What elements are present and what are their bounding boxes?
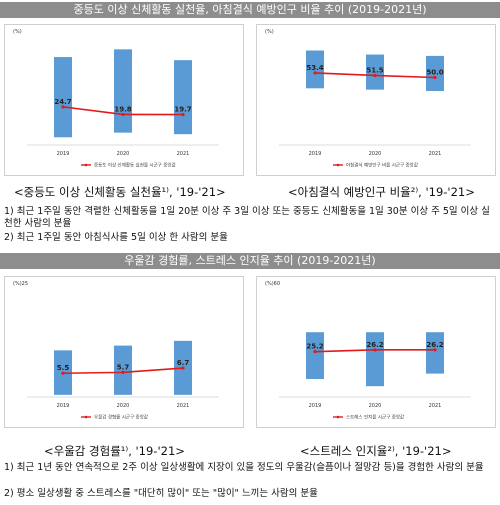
- y-unit-label: (%): [265, 29, 274, 35]
- chart-panel-depression: (%)25 2019 2020 2021 5.5 5.7 6.7 우울감 경험률 시군구 중앙…: [4, 276, 244, 428]
- data-label-2020: 26.2: [366, 341, 383, 349]
- x-tick-2019: 2019: [309, 403, 322, 409]
- legend-label: 중등도 이상 신체활동 실천율 시군구 중앙값: [94, 162, 176, 169]
- x-tick-2020: 2020: [117, 403, 130, 409]
- data-label-2020: 51.5: [366, 66, 383, 74]
- median-point-2019: [61, 105, 65, 109]
- legend-label: 우울감 경험률 시군구 중앙값: [94, 414, 148, 421]
- range-bar-2019: [54, 57, 72, 138]
- range-bar-2019: [306, 332, 324, 379]
- median-point-2020: [373, 73, 377, 78]
- chart-breakfast: (%) 2019 2020 2021 53.4 51.5 50.0 아침결식 예방인구 비율 …: [265, 29, 471, 169]
- legend-point-swatch: [84, 163, 88, 167]
- chart-panel-activity: (%) 2019 2020 2021 24.7 19.8 19.7 중등도 이상 신체활동 실…: [4, 24, 244, 176]
- median-point-2019: [313, 71, 317, 75]
- data-label-2019: 24.7: [54, 98, 71, 106]
- median-point-2021: [433, 75, 437, 80]
- y-unit-label: (%): [13, 29, 22, 35]
- range-bar-2019: [306, 50, 324, 89]
- x-tick-2019: 2019: [57, 403, 70, 409]
- chart-depression: (%)25 2019 2020 2021 5.5 5.7 6.7 우울감 경험률 시군구 중앙…: [13, 281, 219, 421]
- median-point-2021: [433, 348, 437, 352]
- median-point-2020: [373, 348, 377, 352]
- range-bar-2020: [114, 49, 132, 133]
- data-label-2021: 50.0: [426, 69, 443, 77]
- range-bar-2021: [174, 60, 192, 135]
- section1-title: 중등도 이상 신체활동 실천율, 아침결식 예방인구 비율 추이 (2019-2…: [0, 2, 500, 18]
- data-label-2020: 19.8: [114, 105, 131, 113]
- median-point-2021: [181, 113, 185, 117]
- note-breakfast: 2) 최근 1주일 동안 아침식사를 5일 이상 한 사람의 분율: [4, 232, 228, 243]
- x-tick-2021: 2021: [429, 403, 442, 409]
- legend-label: 아침결식 예방인구 비율 시군구 중앙값: [346, 162, 418, 169]
- x-tick-2020: 2020: [369, 403, 382, 409]
- legend-point-swatch: [84, 415, 88, 419]
- note-depression: 1) 최근 1년 동안 연속적으로 2주 이상 일상생활에 지장이 있을 정도의…: [4, 462, 484, 473]
- chart-activity: (%) 2019 2020 2021 24.7 19.8 19.7 중등도 이상 신체활동 실…: [13, 29, 219, 169]
- data-label-2019: 5.5: [57, 364, 70, 372]
- y-unit-label: (%)25: [13, 281, 28, 287]
- data-label-2021: 26.2: [426, 341, 443, 349]
- caption-activity: <중등도 이상 신체활동 실천율¹⁾, '19-'21>: [14, 185, 226, 199]
- legend-label: 스트레스 인지율 시군구 중앙값: [346, 414, 404, 421]
- data-label-2021: 6.7: [177, 359, 190, 367]
- median-point-2020: [121, 112, 125, 117]
- caption-breakfast: <아침결식 예방인구 비율²⁾, '19-'21>: [288, 185, 475, 199]
- x-tick-2021: 2021: [177, 403, 190, 409]
- x-tick-2019: 2019: [309, 151, 322, 157]
- x-tick-2020: 2020: [117, 151, 130, 157]
- range-bar-2020: [366, 54, 384, 90]
- note-activity: 1) 최근 1주일 동안 격렬한 신체활동을 1일 20분 이상 주 3일 이상…: [4, 206, 490, 229]
- median-point-2019: [313, 350, 317, 354]
- caption-stress: <스트레스 인지율²⁾, '19-'21>: [300, 444, 452, 458]
- caption-depression: <우울감 경험률¹⁾, '19-'21>: [44, 444, 185, 458]
- x-tick-2021: 2021: [429, 151, 442, 157]
- data-label-2020: 5.7: [117, 363, 130, 371]
- chart-stress: (%)60 2019 2020 2021 25.2 26.2 26.2 스트레스 인지율 시군…: [265, 281, 471, 421]
- x-tick-2021: 2021: [177, 151, 190, 157]
- note-stress: 2) 평소 일상생활 중 스트레스를 "대단히 많이" 또는 "많이" 느끼는 …: [4, 488, 318, 499]
- range-bar-2021: [426, 332, 444, 374]
- x-tick-2020: 2020: [369, 151, 382, 157]
- data-label-2019: 25.2: [306, 343, 323, 351]
- chart-panel-breakfast: (%) 2019 2020 2021 53.4 51.5 50.0 아침결식 예방인구 비율 …: [256, 24, 496, 176]
- median-point-2019: [61, 371, 65, 375]
- median-point-2020: [121, 370, 125, 374]
- range-bar-2021: [426, 55, 444, 91]
- section2-title: 우울감 경험률, 스트레스 인지율 추이 (2019-2021년): [0, 253, 500, 269]
- data-label-2019: 53.4: [306, 64, 323, 72]
- legend-point-swatch: [336, 163, 340, 167]
- median-point-2021: [181, 366, 185, 370]
- range-bar-2020: [366, 332, 384, 387]
- data-label-2021: 19.7: [174, 106, 191, 114]
- range-bar-2020: [114, 345, 132, 395]
- legend-point-swatch: [336, 415, 340, 419]
- x-tick-2019: 2019: [57, 151, 70, 157]
- chart-panel-stress: (%)60 2019 2020 2021 25.2 26.2 26.2 스트레스 인지율 시군…: [256, 276, 496, 428]
- y-unit-label: (%)60: [265, 281, 280, 287]
